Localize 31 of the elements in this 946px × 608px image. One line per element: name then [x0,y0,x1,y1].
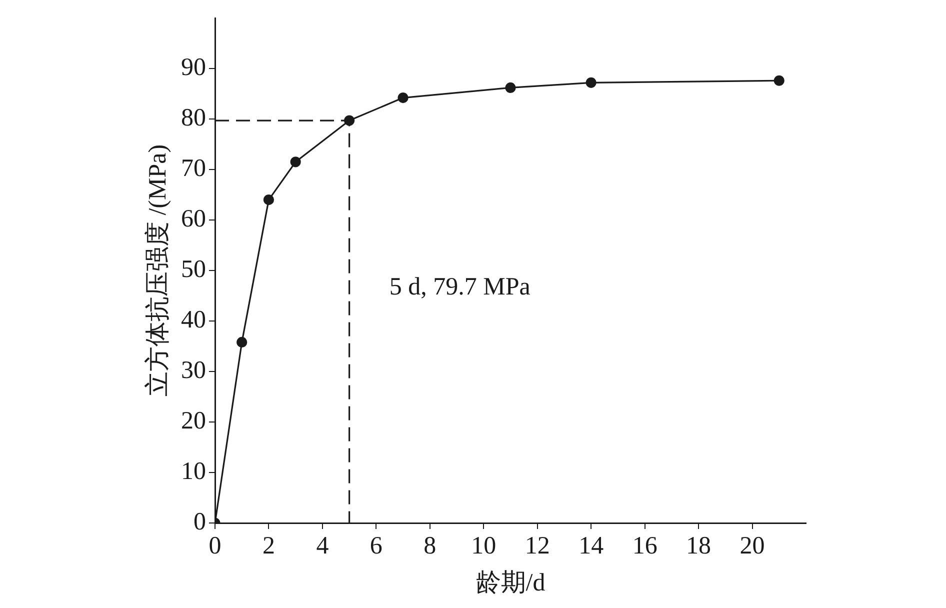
point [774,75,784,86]
x-axis-title: 龄期/d [476,570,546,597]
y-tick-label: 80 [181,104,206,132]
point [505,82,516,93]
y-tick-label: 0 [194,508,206,536]
x-tick-label: 12 [524,532,550,560]
point [586,77,596,88]
x-tick-label: 8 [424,532,436,560]
y-tick-label: 70 [181,155,206,182]
annotation: 5 d, 79.7 MPa [389,274,530,301]
x-tick-label: 4 [316,532,330,560]
y-tick-label: 30 [181,357,206,384]
point [263,194,274,206]
x-tick-label: 2 [262,532,275,560]
x-tick-label: 20 [740,532,765,560]
x-tick-label: 14 [578,532,604,560]
y-tick-label: 20 [181,408,206,435]
y-tick-label: 90 [181,54,206,82]
point [398,92,408,104]
point [344,115,355,126]
point [236,336,248,348]
point [290,156,301,168]
x-tick-label: 18 [686,532,712,560]
x-tick-label: 10 [471,532,496,560]
x-tick-label: 6 [370,532,382,560]
y-tick-label: 50 [181,256,206,284]
x-tick-label: 16 [632,532,658,560]
y-tick-label: 60 [181,206,206,233]
y-tick-label: 10 [181,458,206,486]
y-axis-title: 立方体抗压强度 /(MPa) [144,144,172,397]
y-tick-label: 40 [181,306,206,334]
